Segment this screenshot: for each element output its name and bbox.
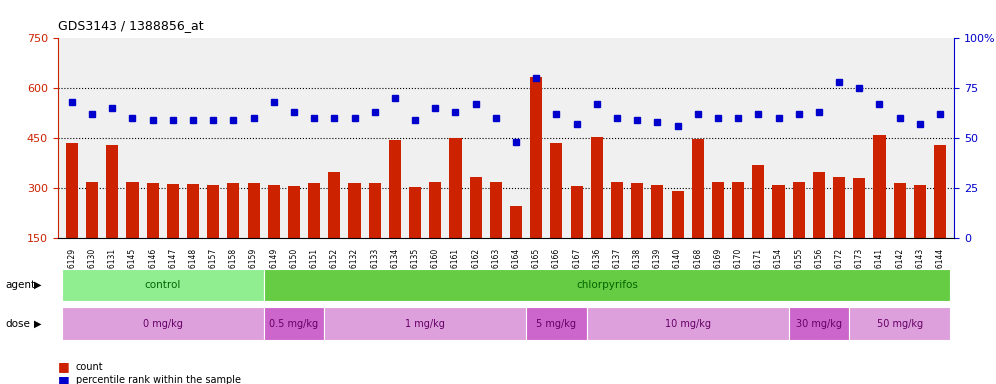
Bar [833,177,846,288]
Bar [893,183,905,288]
Text: control: control [144,280,181,290]
Bar [551,143,563,288]
Text: count: count [76,362,104,372]
Bar [530,77,542,288]
Bar [126,182,138,288]
Bar [107,145,119,288]
Bar [773,185,785,288]
Bar [429,182,441,288]
Bar [207,185,219,288]
Bar [873,135,885,288]
Bar [369,183,380,288]
Bar [308,183,321,288]
Bar [591,137,603,288]
Bar [490,182,502,288]
Text: ▶: ▶ [34,318,42,329]
Bar [388,140,401,288]
Bar [752,165,764,288]
Text: GDS3143 / 1388856_at: GDS3143 / 1388856_at [58,19,203,32]
Text: ■: ■ [58,360,70,373]
Bar [268,185,280,288]
Bar [248,183,260,288]
Bar [166,184,179,288]
Text: percentile rank within the sample: percentile rank within the sample [76,375,241,384]
Text: 30 mg/kg: 30 mg/kg [796,318,842,329]
Bar [146,183,158,288]
Bar [732,182,744,288]
Text: 10 mg/kg: 10 mg/kg [664,318,711,329]
Bar [934,145,946,288]
Text: 5 mg/kg: 5 mg/kg [537,318,577,329]
Bar [187,184,199,288]
Bar [611,182,623,288]
Bar [671,192,683,288]
Text: 50 mg/kg: 50 mg/kg [876,318,922,329]
Bar [712,182,724,288]
Bar [470,177,482,288]
Bar [329,172,341,288]
Bar [913,185,926,288]
Bar [66,143,78,288]
Bar [793,182,805,288]
Bar [813,172,825,288]
Bar [631,183,643,288]
Text: 1 mg/kg: 1 mg/kg [405,318,445,329]
Text: 0.5 mg/kg: 0.5 mg/kg [270,318,319,329]
Bar [571,187,583,288]
Bar [449,138,461,288]
Text: chlorpyrifos: chlorpyrifos [576,280,637,290]
Bar [510,207,522,288]
Bar [288,187,300,288]
Text: 0 mg/kg: 0 mg/kg [142,318,182,329]
Bar [349,183,361,288]
Bar [227,183,239,288]
Bar [86,182,99,288]
Bar [691,139,704,288]
Text: ■: ■ [58,374,70,384]
Bar [854,178,866,288]
Text: ▶: ▶ [34,280,42,290]
Bar [651,185,663,288]
Text: dose: dose [5,318,30,329]
Bar [409,187,421,288]
Text: agent: agent [5,280,35,290]
